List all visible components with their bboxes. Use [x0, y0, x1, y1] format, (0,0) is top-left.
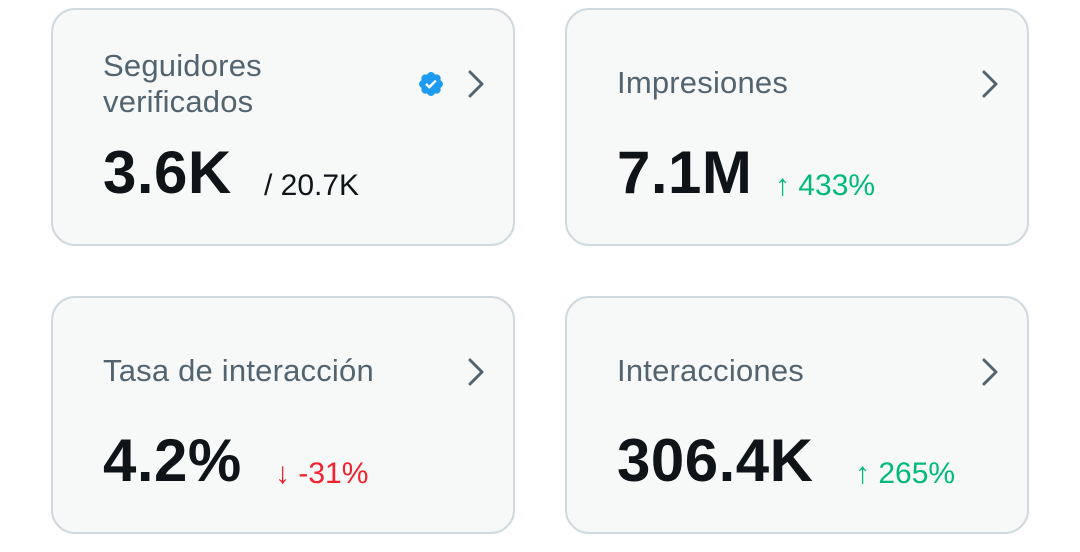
verified-badge-icon	[419, 72, 443, 96]
card-label: Seguidores verificados	[103, 48, 262, 119]
card-value: 4.2%	[103, 427, 242, 494]
engagement-rate-card[interactable]: Tasa de interacción 4.2% ↓ -31%	[51, 296, 515, 534]
card-value: 306.4K	[617, 427, 814, 494]
card-value: 7.1M	[617, 139, 753, 206]
impressions-card[interactable]: Impresiones 7.1M ↑ 433%	[565, 8, 1029, 246]
card-label: Interacciones	[617, 353, 804, 388]
card-change-up: ↑ 433%	[775, 169, 876, 202]
card-value: 3.6K	[103, 139, 232, 206]
chevron-right-icon[interactable]	[979, 68, 1001, 100]
card-total: / 20.7K	[264, 169, 360, 202]
chevron-right-icon[interactable]	[465, 356, 487, 388]
card-change-up: ↑ 265%	[855, 457, 956, 490]
engagements-card[interactable]: Interacciones 306.4K ↑ 265%	[565, 296, 1029, 534]
card-label: Tasa de interacción	[103, 353, 374, 388]
chevron-right-icon[interactable]	[465, 68, 487, 100]
card-change-down: ↓ -31%	[275, 457, 369, 490]
card-label: Impresiones	[617, 65, 789, 100]
chevron-right-icon[interactable]	[979, 356, 1001, 388]
verified-followers-card[interactable]: Seguidores verificados 3.6K / 20.7K	[51, 8, 515, 246]
